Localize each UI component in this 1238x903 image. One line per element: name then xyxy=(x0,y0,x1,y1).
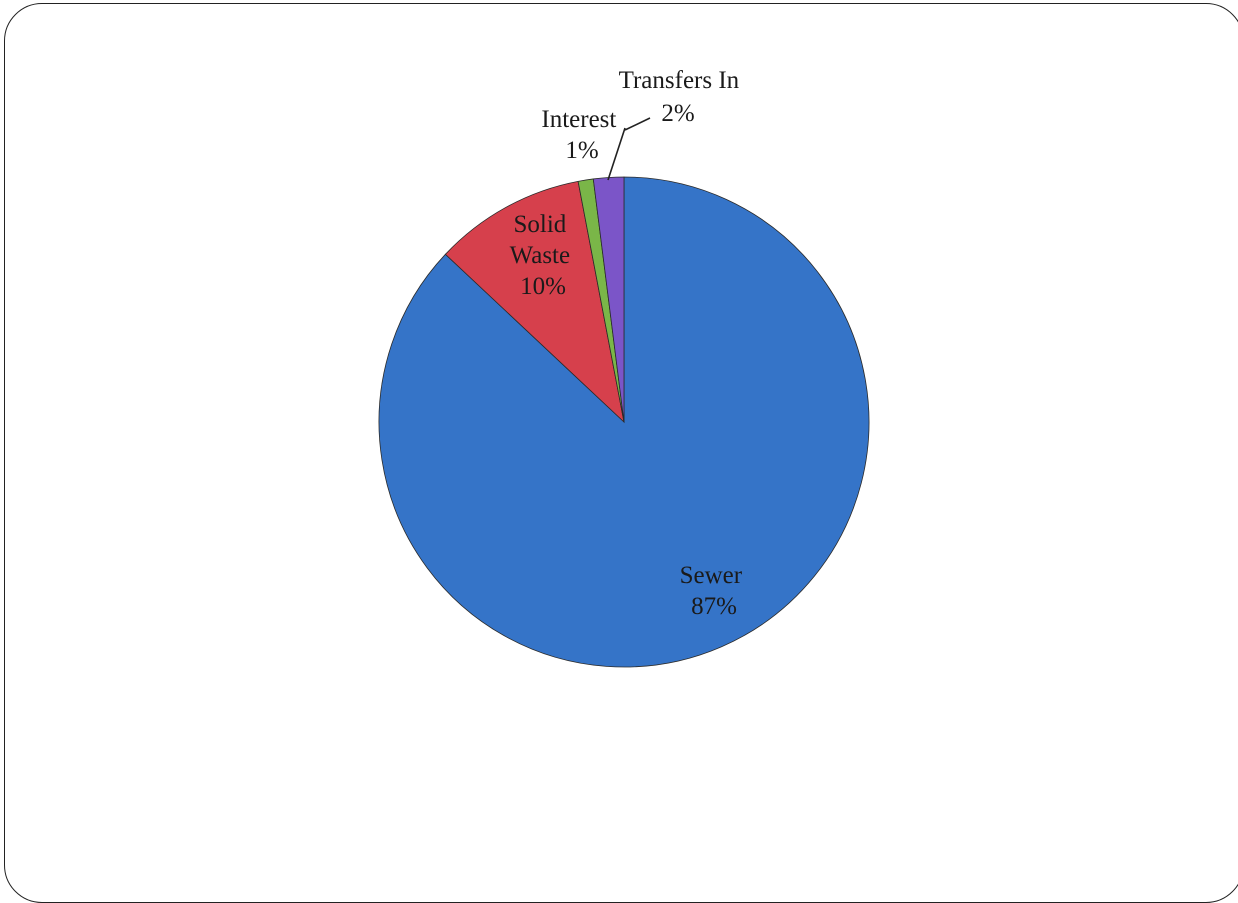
pie-slice-solid-waste xyxy=(444,180,625,424)
leader-line-transfers-in xyxy=(624,117,651,131)
leader-line-interest xyxy=(607,127,626,181)
pie-slices xyxy=(378,176,870,668)
data-label-solid-waste: Solid Waste 10% xyxy=(510,211,577,300)
data-label-sewer: Sewer 87% xyxy=(680,562,749,620)
data-label-transfers-in: Transfers In 2% xyxy=(619,67,746,127)
leader-lines xyxy=(607,117,651,181)
data-label-interest: Interest 1% xyxy=(541,106,622,164)
pie-chart: Sewer 87% Solid Waste 10% Interest 1% Tr… xyxy=(378,67,870,668)
